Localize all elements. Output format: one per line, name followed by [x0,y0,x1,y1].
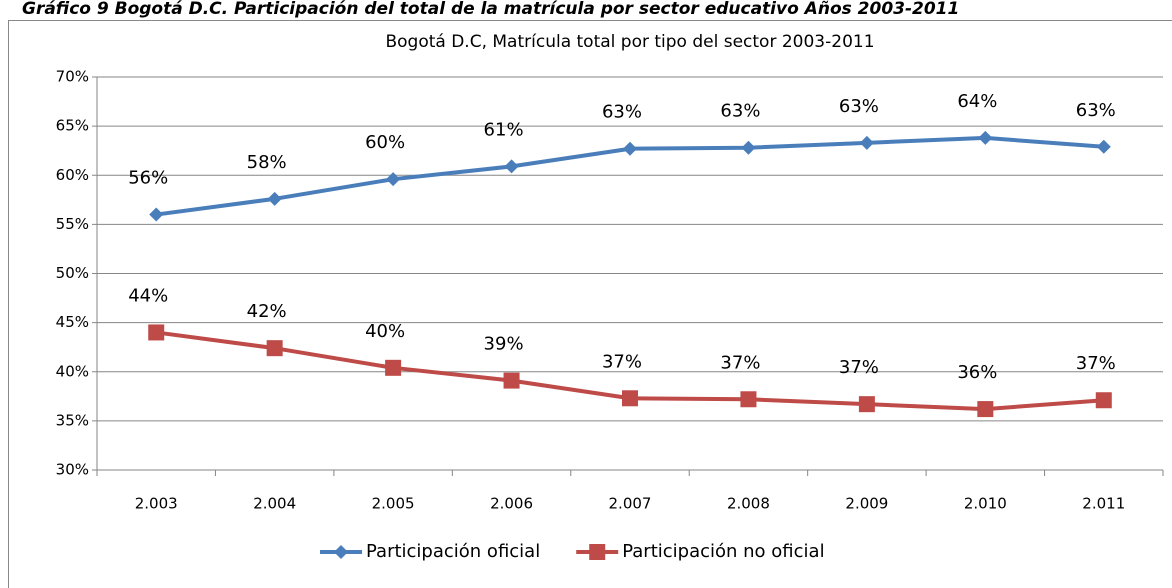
data-label: 37% [720,352,760,373]
data-label: 37% [1076,353,1116,374]
data-point [149,207,164,222]
data-label: 63% [1076,100,1116,121]
data-label: 63% [602,102,642,123]
caption: Gráfico 9 Bogotá D.C. Participación del … [22,0,959,19]
data-point [741,140,756,155]
legend-marker [334,545,348,559]
x-tick-label: 2.005 [372,495,415,513]
x-tick-label: 2.010 [964,495,1007,513]
data-point [503,372,520,389]
data-point [977,401,994,418]
chart-frame [8,20,1172,588]
legend-label: Participación oficial [366,541,540,562]
x-tick-label: 2.008 [727,495,770,513]
x-tick-label: 2.007 [609,495,652,513]
data-label: 56% [128,168,168,189]
data-label: 60% [365,132,405,153]
data-point [1095,392,1112,409]
data-point [859,135,874,150]
data-label: 36% [957,362,997,383]
x-tick-label: 2.009 [845,495,888,513]
y-tick-label: 40% [56,362,89,380]
x-tick-label: 2.003 [135,495,178,513]
x-tick-label: 2.004 [253,495,296,513]
y-tick-label: 65% [56,117,89,135]
x-tick-label: 2.006 [490,495,533,513]
legend-marker [589,544,606,560]
data-label: 37% [839,357,879,378]
data-point [623,141,637,156]
y-tick-label: 70% [56,68,89,86]
y-tick-label: 60% [56,166,89,184]
data-point [622,390,638,407]
data-point [266,340,283,357]
data-label: 44% [128,285,168,306]
data-point [504,159,519,174]
data-point [385,359,402,376]
data-point [148,324,165,341]
y-tick-label: 30% [56,461,89,479]
data-point [978,130,993,145]
data-label: 39% [484,334,524,355]
data-label: 63% [839,96,879,117]
data-point [740,391,757,408]
data-label: 63% [720,101,760,122]
chart-title: Bogotá D.C, Matrícula total por tipo del… [385,32,874,52]
data-point [267,191,282,206]
legend-label: Participación no oficial [622,541,824,562]
y-tick-label: 35% [56,411,89,429]
data-label: 61% [484,119,524,140]
y-tick-label: 45% [56,313,89,331]
y-tick-label: 55% [56,215,89,233]
data-point [858,396,875,413]
data-point [386,172,401,187]
data-label: 42% [247,301,287,322]
x-tick-label: 2.011 [1082,495,1125,513]
data-label: 37% [602,351,642,372]
data-label: 40% [365,321,405,342]
data-label: 58% [247,152,287,173]
data-point [1096,139,1111,154]
data-label: 64% [957,91,997,112]
y-tick-label: 50% [56,264,89,282]
